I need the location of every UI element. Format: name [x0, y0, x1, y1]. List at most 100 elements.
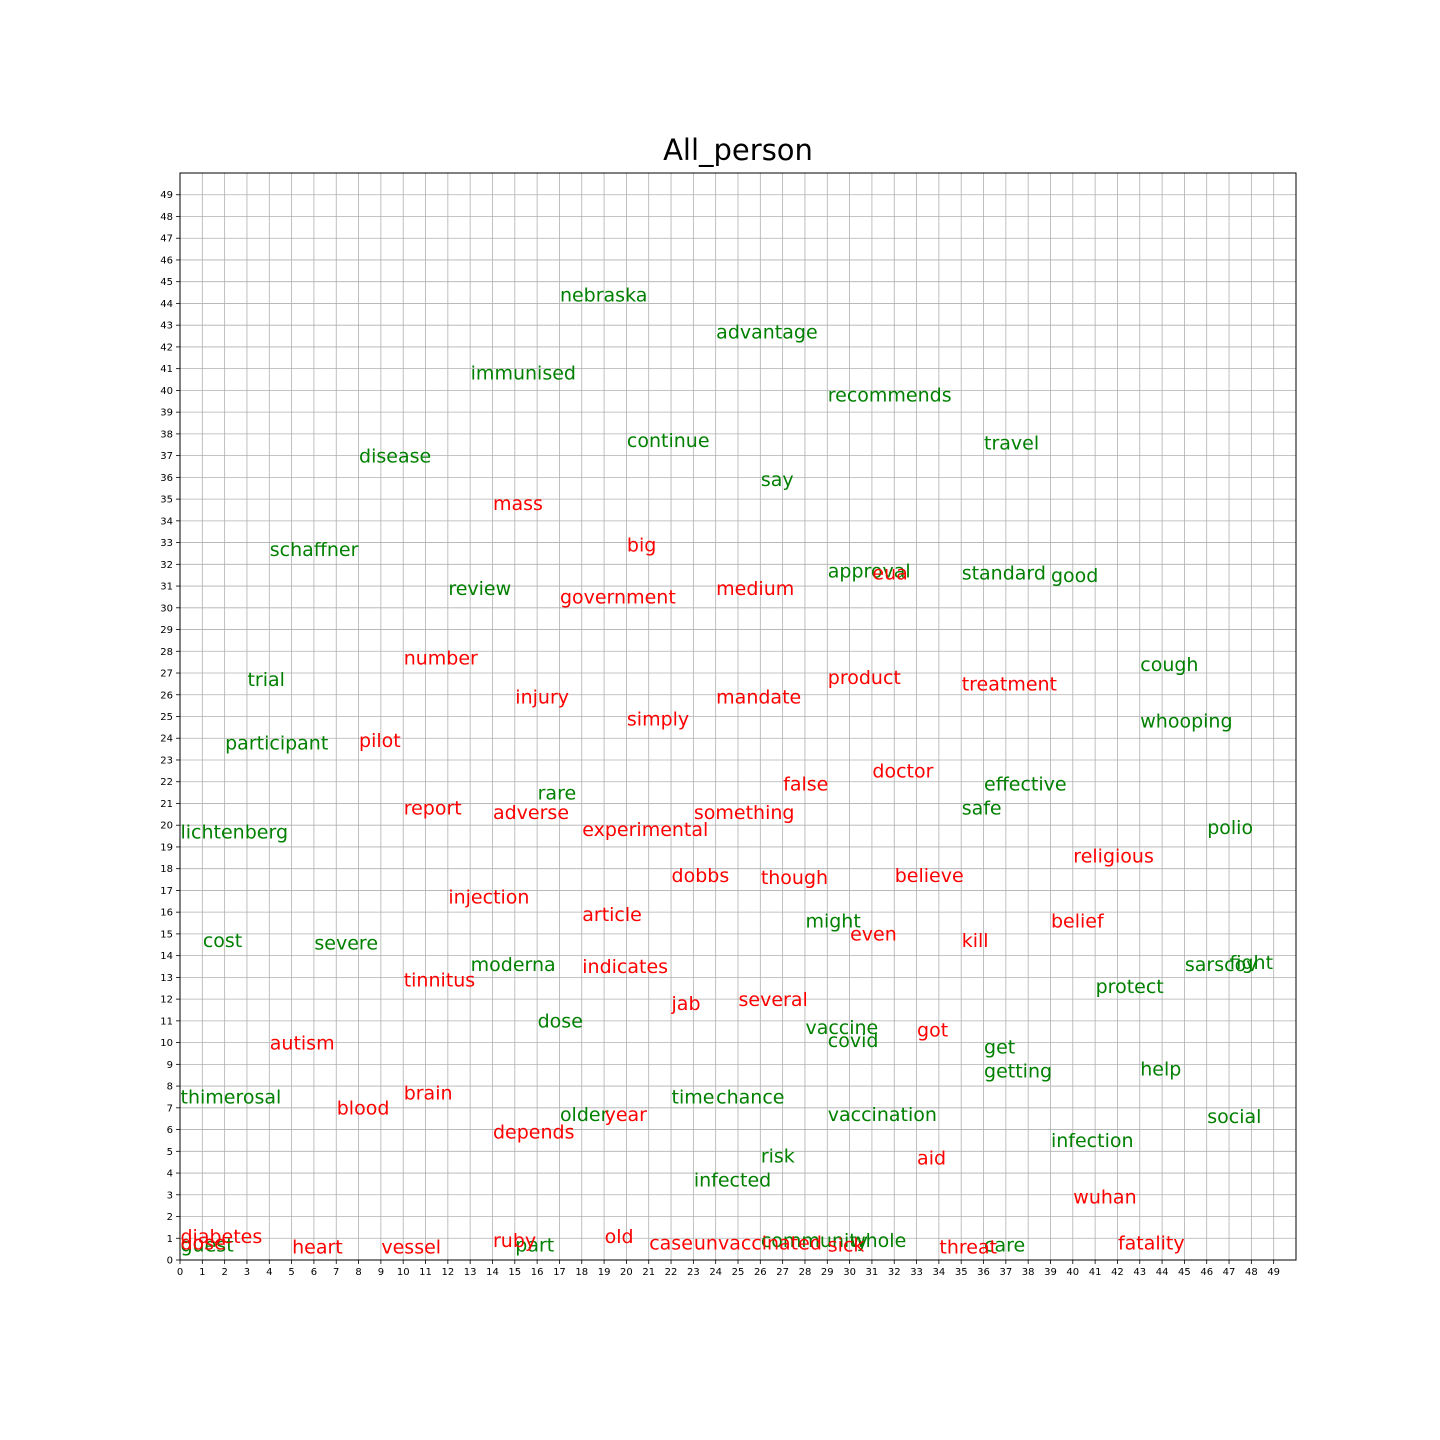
x-tick-label: 19 [598, 1267, 611, 1278]
y-tick-label: 46 [160, 255, 173, 266]
word-label-red: brain [404, 1082, 453, 1104]
word-label-green: say [761, 469, 794, 491]
y-tick-label: 24 [160, 734, 173, 745]
word-label-green: standard [962, 563, 1046, 585]
y-tick-label: 28 [160, 647, 173, 658]
word-label-red: autism [270, 1032, 335, 1054]
y-tick-label: 33 [160, 538, 173, 549]
y-tick-label: 47 [160, 234, 173, 245]
x-tick-label: 36 [977, 1267, 990, 1278]
x-tick-label: 29 [821, 1267, 834, 1278]
x-tick-label: 48 [1245, 1267, 1258, 1278]
word-label-red: mass [493, 493, 543, 515]
word-label-red: medium [716, 578, 794, 600]
y-tick-label: 13 [160, 973, 173, 984]
y-tick-label: 11 [160, 1016, 173, 1027]
x-tick-label: 11 [419, 1267, 432, 1278]
y-tick-label: 38 [160, 429, 173, 440]
word-label-green: covid [828, 1030, 879, 1052]
x-tick-label: 5 [288, 1267, 294, 1278]
word-label-red: fatality [1118, 1232, 1185, 1254]
x-tick-label: 28 [799, 1267, 812, 1278]
word-label-green: chance [716, 1087, 784, 1109]
word-label-green: whole [850, 1230, 906, 1252]
word-label-green: effective [984, 774, 1067, 796]
x-tick-label: 31 [866, 1267, 879, 1278]
word-label-green: review [448, 578, 511, 600]
y-tick-label: 18 [160, 864, 173, 875]
word-label-red: ruby [493, 1230, 536, 1252]
x-tick-label: 18 [575, 1267, 588, 1278]
word-label-red: dose [181, 1232, 226, 1254]
x-tick-label: 14 [486, 1267, 499, 1278]
y-tick-label: 23 [160, 755, 173, 766]
word-label-green: guest [181, 1234, 234, 1256]
y-tick-label: 34 [160, 516, 173, 527]
x-tick-label: 43 [1133, 1267, 1146, 1278]
x-tick-label: 8 [355, 1267, 361, 1278]
y-tick-label: 7 [167, 1103, 173, 1114]
word-label-green: disease [359, 445, 431, 467]
word-label-green: good [1051, 565, 1098, 587]
x-tick-label: 7 [333, 1267, 339, 1278]
y-tick-label: 8 [167, 1082, 173, 1093]
word-label-green: nebraska [560, 284, 647, 306]
x-tick-label: 35 [955, 1267, 968, 1278]
word-label-red: number [404, 647, 478, 669]
word-label-red: indicates [582, 956, 668, 978]
y-tick-label: 10 [160, 1038, 173, 1049]
word-label-red: treatment [962, 674, 1057, 696]
x-tick-label: 47 [1223, 1267, 1236, 1278]
y-tick-label: 43 [160, 321, 173, 332]
word-label-green: severe [314, 932, 378, 954]
word-label-red: threat [939, 1237, 997, 1259]
x-tick-label: 37 [999, 1267, 1012, 1278]
word-label-red: government [560, 587, 676, 609]
word-label-red: case [649, 1232, 693, 1254]
word-label-green: community [761, 1230, 868, 1252]
word-label-red: kill [962, 930, 989, 952]
x-tick-label: 40 [1066, 1267, 1079, 1278]
x-tick-label: 0 [177, 1267, 183, 1278]
word-label-red: doctor [872, 761, 933, 783]
word-label-red: depends [493, 1121, 575, 1143]
word-label-green: immunised [471, 363, 576, 385]
y-tick-label: 1 [167, 1234, 173, 1245]
word-label-red: report [404, 798, 462, 820]
word-label-green: cost [203, 930, 242, 952]
x-tick-label: 25 [732, 1267, 745, 1278]
word-label-red: several [739, 989, 808, 1011]
x-tick-label: 16 [531, 1267, 544, 1278]
y-tick-label: 35 [160, 495, 173, 506]
word-label-red: injection [448, 887, 529, 909]
word-label-green: get [984, 1037, 1015, 1059]
x-tick-label: 26 [754, 1267, 767, 1278]
y-tick-label: 15 [160, 929, 173, 940]
word-label-green: continue [627, 430, 710, 452]
word-label-green: time [672, 1087, 715, 1109]
word-label-green: social [1207, 1106, 1261, 1128]
word-label-green: lichtenberg [181, 821, 289, 843]
y-tick-label: 37 [160, 451, 173, 462]
y-tick-label: 6 [167, 1125, 173, 1136]
word-label-red: religious [1073, 845, 1154, 867]
y-tick-label: 16 [160, 908, 173, 919]
word-label-green: recommends [828, 384, 952, 406]
word-label-red: diabetes [181, 1226, 263, 1248]
word-label-green: moderna [471, 954, 556, 976]
x-tick-label: 38 [1022, 1267, 1035, 1278]
word-label-green: advantage [716, 321, 817, 343]
word-label-green: whooping [1140, 711, 1232, 733]
x-tick-label: 34 [933, 1267, 946, 1278]
word-label-green: vaccination [828, 1104, 937, 1126]
y-tick-label: 21 [160, 799, 173, 810]
word-label-green: older [560, 1104, 609, 1126]
y-tick-label: 45 [160, 277, 173, 288]
x-tick-label: 45 [1178, 1267, 1191, 1278]
x-tick-label: 24 [709, 1267, 722, 1278]
word-label-red: jab [671, 993, 701, 1015]
y-tick-label: 44 [160, 299, 173, 310]
word-label-red: product [828, 667, 901, 689]
y-tick-label: 39 [160, 408, 173, 419]
